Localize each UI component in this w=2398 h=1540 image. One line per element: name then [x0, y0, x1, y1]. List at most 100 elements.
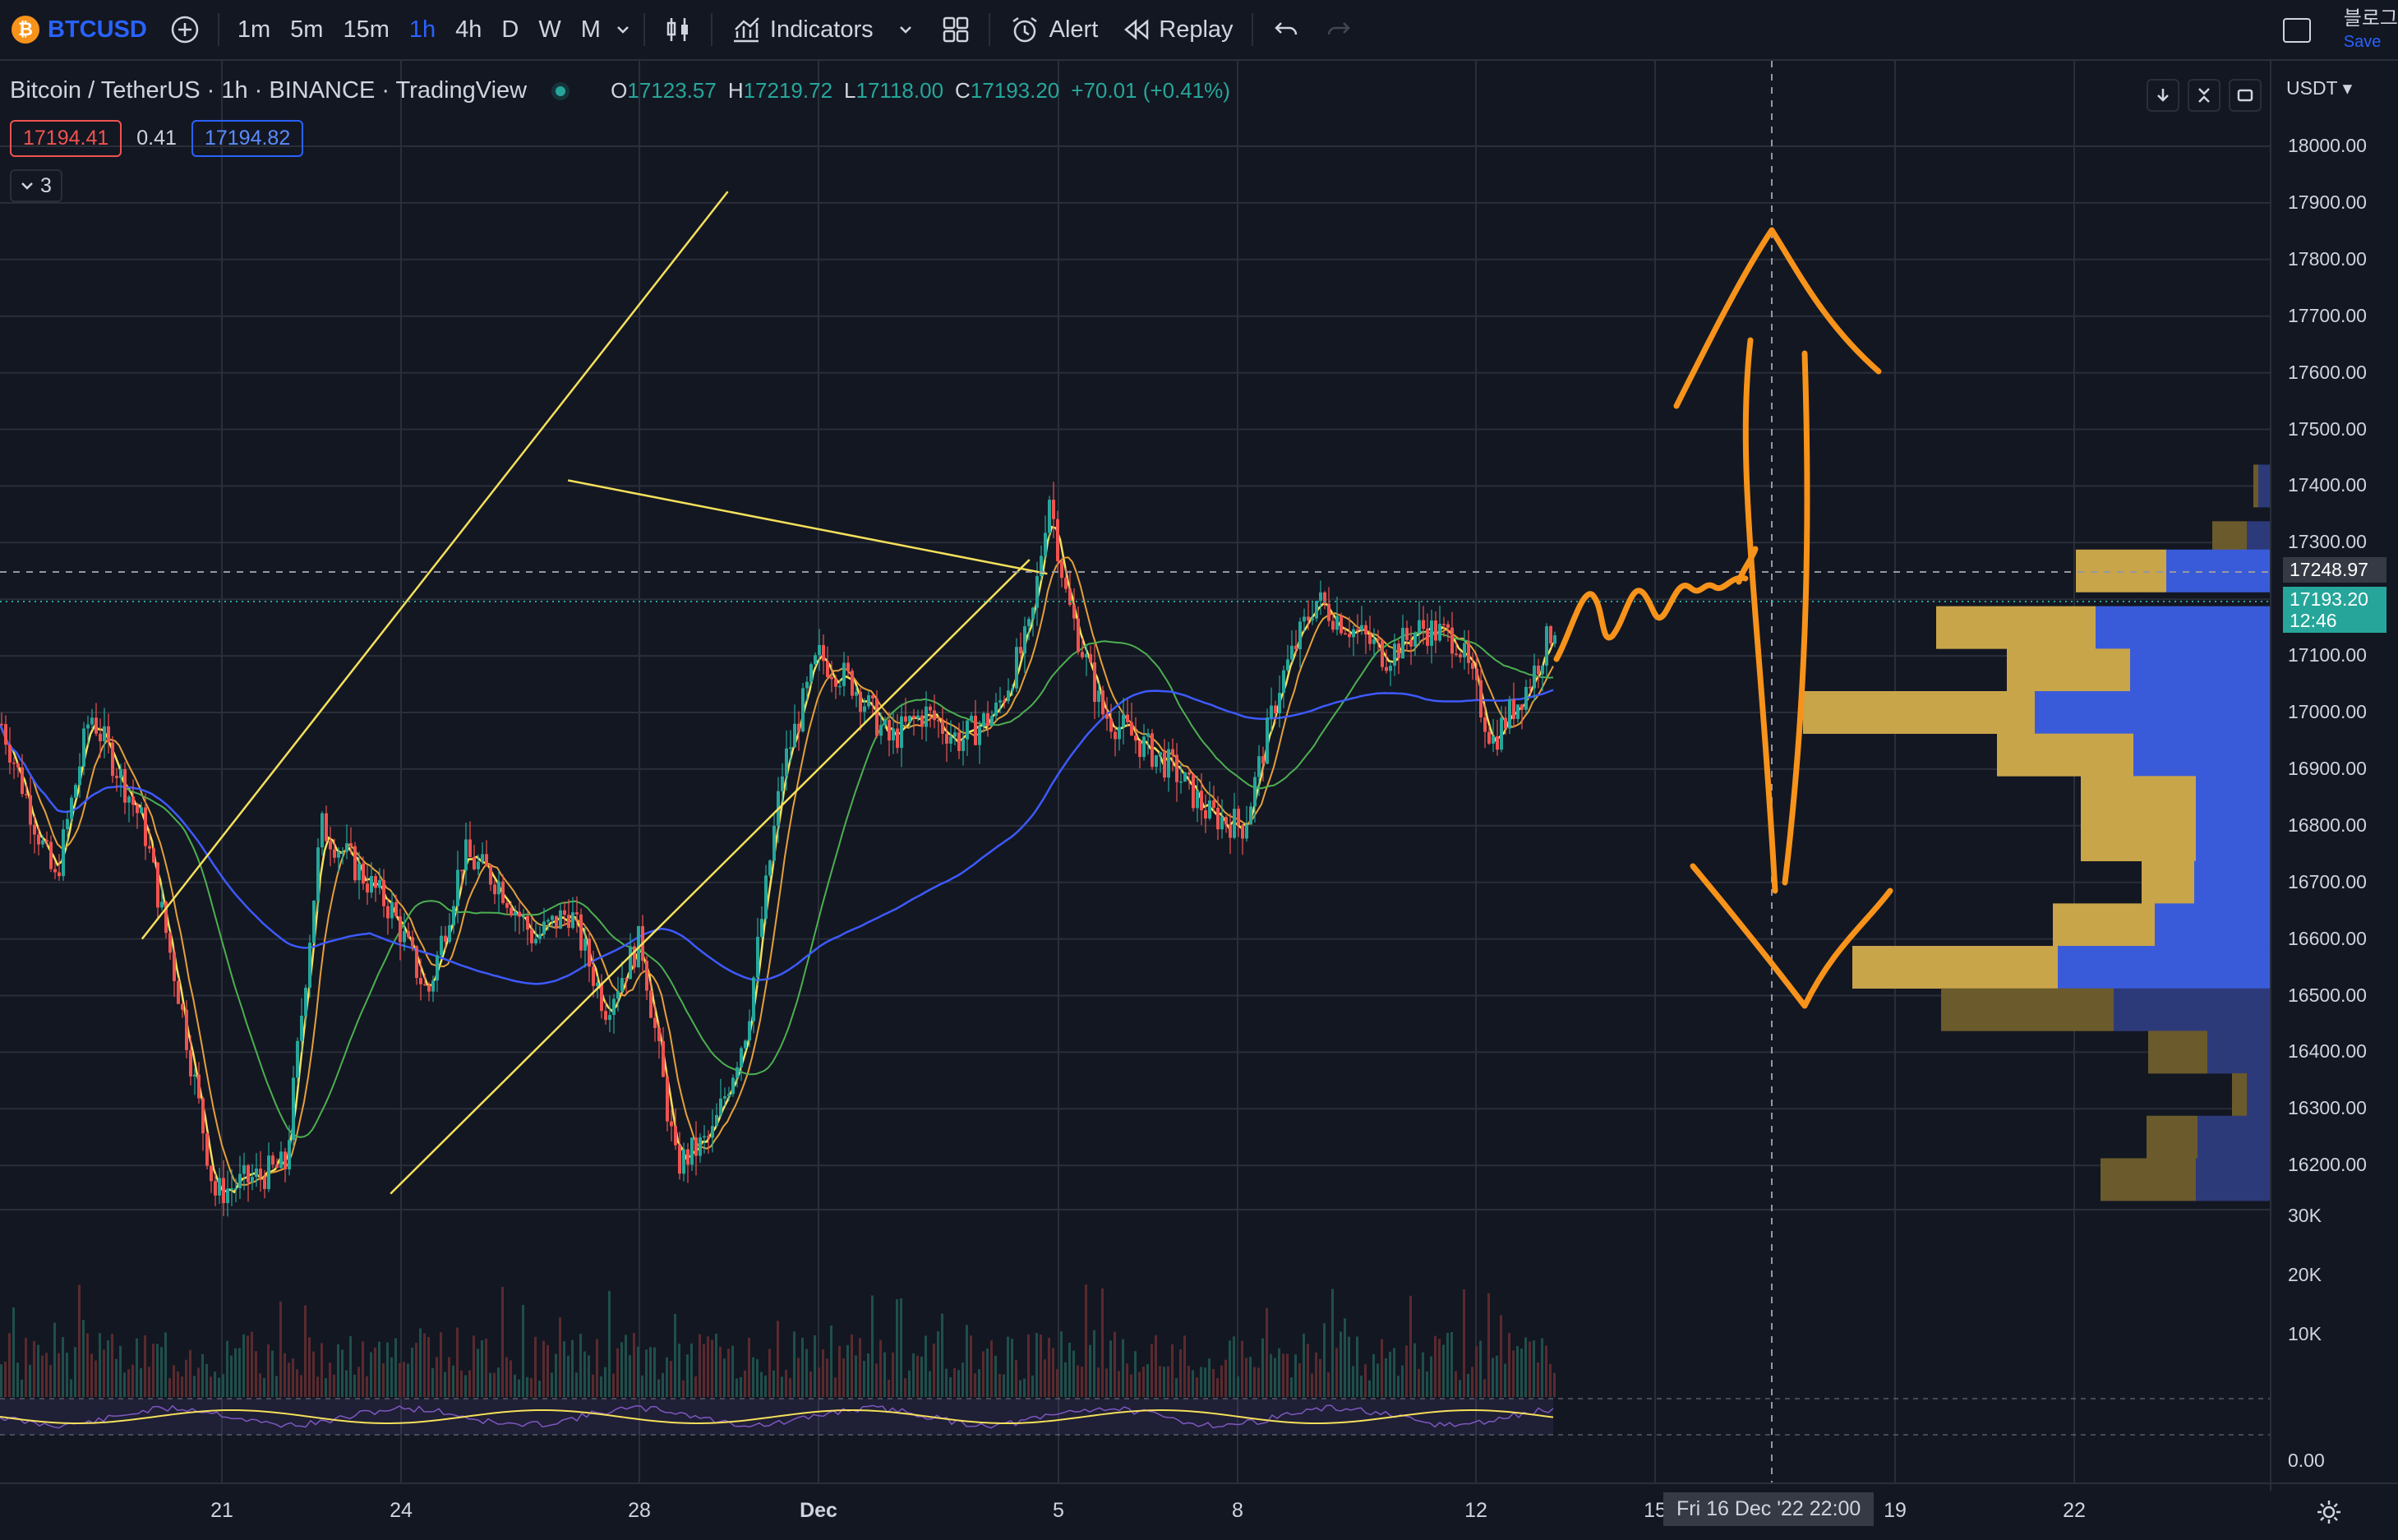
- time-scale[interactable]: 21 24 28 Dec 5 8 12 15 19 22 Fri 16 Dec …: [0, 1482, 2398, 1540]
- fullscreen-square-icon[interactable]: [2282, 18, 2311, 43]
- candle-body: [682, 1149, 685, 1174]
- volume-bar: [222, 1374, 224, 1397]
- restore-pane-button[interactable]: [2229, 79, 2262, 112]
- candle-body: [316, 847, 320, 901]
- symbol-search-button[interactable]: ₿ BTCUSD: [0, 0, 159, 60]
- volume-bar: [933, 1344, 935, 1397]
- volume-bar: [357, 1367, 360, 1397]
- price-scale[interactable]: USDT ▾ 18000.00 17900.00 17800.00 17700.00 1…: [2270, 61, 2398, 1491]
- candle-body: [715, 1114, 718, 1127]
- candle-body: [436, 955, 439, 981]
- candle-body: [826, 661, 829, 677]
- sell-button[interactable]: 17194.41: [10, 120, 122, 157]
- redo-button[interactable]: [1312, 0, 1365, 60]
- candle-body: [218, 1178, 221, 1196]
- volume-bar: [1389, 1351, 1391, 1397]
- undo-button[interactable]: [1260, 0, 1312, 60]
- volume-bar: [1352, 1366, 1354, 1397]
- hand-drawn-annotation[interactable]: [1553, 227, 1893, 1009]
- interval-15m[interactable]: 15m: [343, 16, 390, 43]
- chevron-down-icon[interactable]: [611, 17, 635, 42]
- volume-bar: [1483, 1379, 1486, 1397]
- volume-bar: [255, 1351, 257, 1397]
- volume-bar: [29, 1364, 31, 1397]
- candle-body: [1224, 817, 1228, 825]
- interval-5m[interactable]: 5m: [290, 16, 324, 43]
- candle-body: [1500, 717, 1503, 750]
- candle-body: [144, 807, 147, 846]
- compare-add-button[interactable]: [159, 0, 211, 60]
- candle-body: [883, 720, 887, 726]
- candle-body: [1307, 616, 1310, 620]
- volume-profile-down: [2207, 1031, 2270, 1074]
- interval-m[interactable]: M: [580, 16, 601, 43]
- price-label: 17000.00: [2288, 701, 2367, 722]
- save-label[interactable]: Save: [2343, 33, 2382, 51]
- volume-bar: [296, 1369, 298, 1397]
- chevron-down-icon[interactable]: [893, 17, 918, 42]
- volume-bar: [1044, 1359, 1046, 1397]
- trendline-drawings[interactable]: [141, 191, 1048, 1195]
- candle-body: [1151, 733, 1154, 768]
- currency-selector[interactable]: USDT ▾: [2286, 77, 2353, 99]
- volume-bar: [284, 1353, 286, 1397]
- buy-button[interactable]: 17194.82: [191, 120, 304, 157]
- volume-bar: [818, 1367, 820, 1397]
- volume-bar: [949, 1376, 952, 1397]
- candle-body: [1442, 624, 1446, 625]
- indicators-collapse-button[interactable]: 3: [10, 169, 62, 202]
- interval-w[interactable]: W: [538, 16, 561, 43]
- indicators-label: Indicators: [769, 16, 874, 43]
- replay-icon: [1124, 19, 1149, 40]
- candle-body: [600, 983, 603, 1012]
- interval-d[interactable]: D: [501, 16, 519, 43]
- symbol-title[interactable]: Bitcoin / TetherUS · 1h · BINANCE · Trad…: [10, 77, 528, 104]
- price-label: 16400.00: [2288, 1040, 2367, 1063]
- volume-bar: [419, 1328, 422, 1397]
- candle-body: [1270, 705, 1273, 718]
- candle-body: [814, 655, 817, 665]
- volume-bar: [1081, 1367, 1083, 1397]
- maximize-pane-button[interactable]: [2188, 79, 2220, 112]
- candle-body: [760, 919, 763, 938]
- move-pane-down-button[interactable]: [2147, 79, 2179, 112]
- volume-bar: [896, 1299, 898, 1397]
- candle-body: [538, 934, 542, 939]
- volume-bar: [485, 1339, 487, 1397]
- volume-bar: [1413, 1343, 1416, 1397]
- layout-button[interactable]: [929, 0, 982, 60]
- settings-gear-icon[interactable]: [2314, 1497, 2344, 1527]
- interval-4h[interactable]: 4h: [455, 16, 482, 43]
- chart-type-button[interactable]: [652, 0, 704, 60]
- candle-body: [189, 1049, 192, 1077]
- candle-body: [514, 911, 517, 915]
- volume-bar: [12, 1307, 15, 1397]
- volume-bar: [1492, 1358, 1494, 1397]
- volume-bar: [1319, 1358, 1321, 1397]
- volume-bar: [374, 1347, 376, 1397]
- candle-body: [1331, 620, 1335, 630]
- volume-bar: [1183, 1335, 1186, 1397]
- candle-body: [337, 851, 340, 858]
- candle-body: [620, 978, 624, 992]
- volume-bar: [768, 1349, 771, 1397]
- candle-body: [431, 980, 435, 992]
- replay-button[interactable]: Replay: [1109, 0, 1244, 60]
- candle-body: [82, 728, 85, 767]
- candle-body: [1413, 633, 1417, 647]
- candle-body: [1409, 639, 1413, 647]
- candle-body: [1537, 665, 1540, 675]
- interval-1m[interactable]: 1m: [237, 16, 271, 43]
- interval-1h[interactable]: 1h: [408, 16, 436, 43]
- volume-bar: [982, 1351, 985, 1397]
- volume-bar: [226, 1340, 228, 1397]
- candle-body: [74, 785, 77, 798]
- volume-bar: [70, 1379, 72, 1397]
- layout-name-area[interactable]: 블로그 Save: [2344, 7, 2398, 53]
- candle-body: [1031, 607, 1035, 620]
- candle-body: [452, 906, 455, 925]
- alert-button[interactable]: Alert: [997, 0, 1110, 60]
- chart-pane[interactable]: [0, 61, 2270, 1482]
- volume-bar: [321, 1343, 323, 1397]
- indicators-button[interactable]: Indicators: [719, 0, 929, 60]
